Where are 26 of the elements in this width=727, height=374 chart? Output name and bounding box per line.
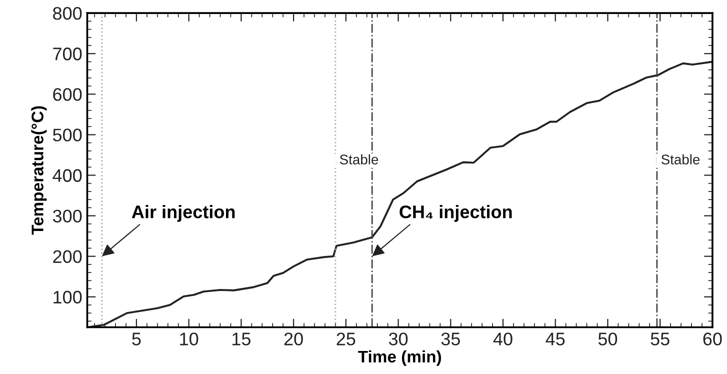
y-axis-title: Temperature(°C): [31, 106, 47, 235]
x-tick-label: 15: [232, 332, 250, 346]
x-tick-label: 60: [703, 332, 722, 346]
y-tick-label: 100: [54, 290, 82, 304]
ref-line-label: Stable: [340, 154, 378, 164]
x-tick-label: 30: [388, 332, 408, 346]
y-tick-label: 300: [52, 210, 82, 222]
y-tick-label: 600: [53, 88, 82, 101]
ref-line-label: Stable: [661, 154, 700, 164]
x-tick-label: 45: [546, 332, 565, 346]
x-tick-label: 20: [284, 332, 303, 346]
x-tick-label: 25: [336, 332, 356, 346]
x-tick-label: 10: [180, 332, 198, 346]
x-axis-title: Time (min): [358, 350, 442, 366]
x-tick-label: 5: [132, 332, 141, 346]
annotation: Air injection: [132, 205, 235, 222]
annotation: CH₄ injection: [400, 205, 512, 222]
y-tick-label: 700: [53, 48, 82, 60]
y-tick-label: 500: [52, 128, 82, 142]
y-tick-label: 800: [53, 7, 82, 20]
x-tick-label: 55: [650, 332, 670, 346]
x-tick-label: 50: [598, 332, 618, 346]
x-tick-label: 35: [441, 332, 460, 346]
x-tick-label: 40: [493, 332, 512, 346]
y-tick-label: 400: [52, 169, 82, 182]
y-tick-label: 200: [53, 250, 82, 264]
